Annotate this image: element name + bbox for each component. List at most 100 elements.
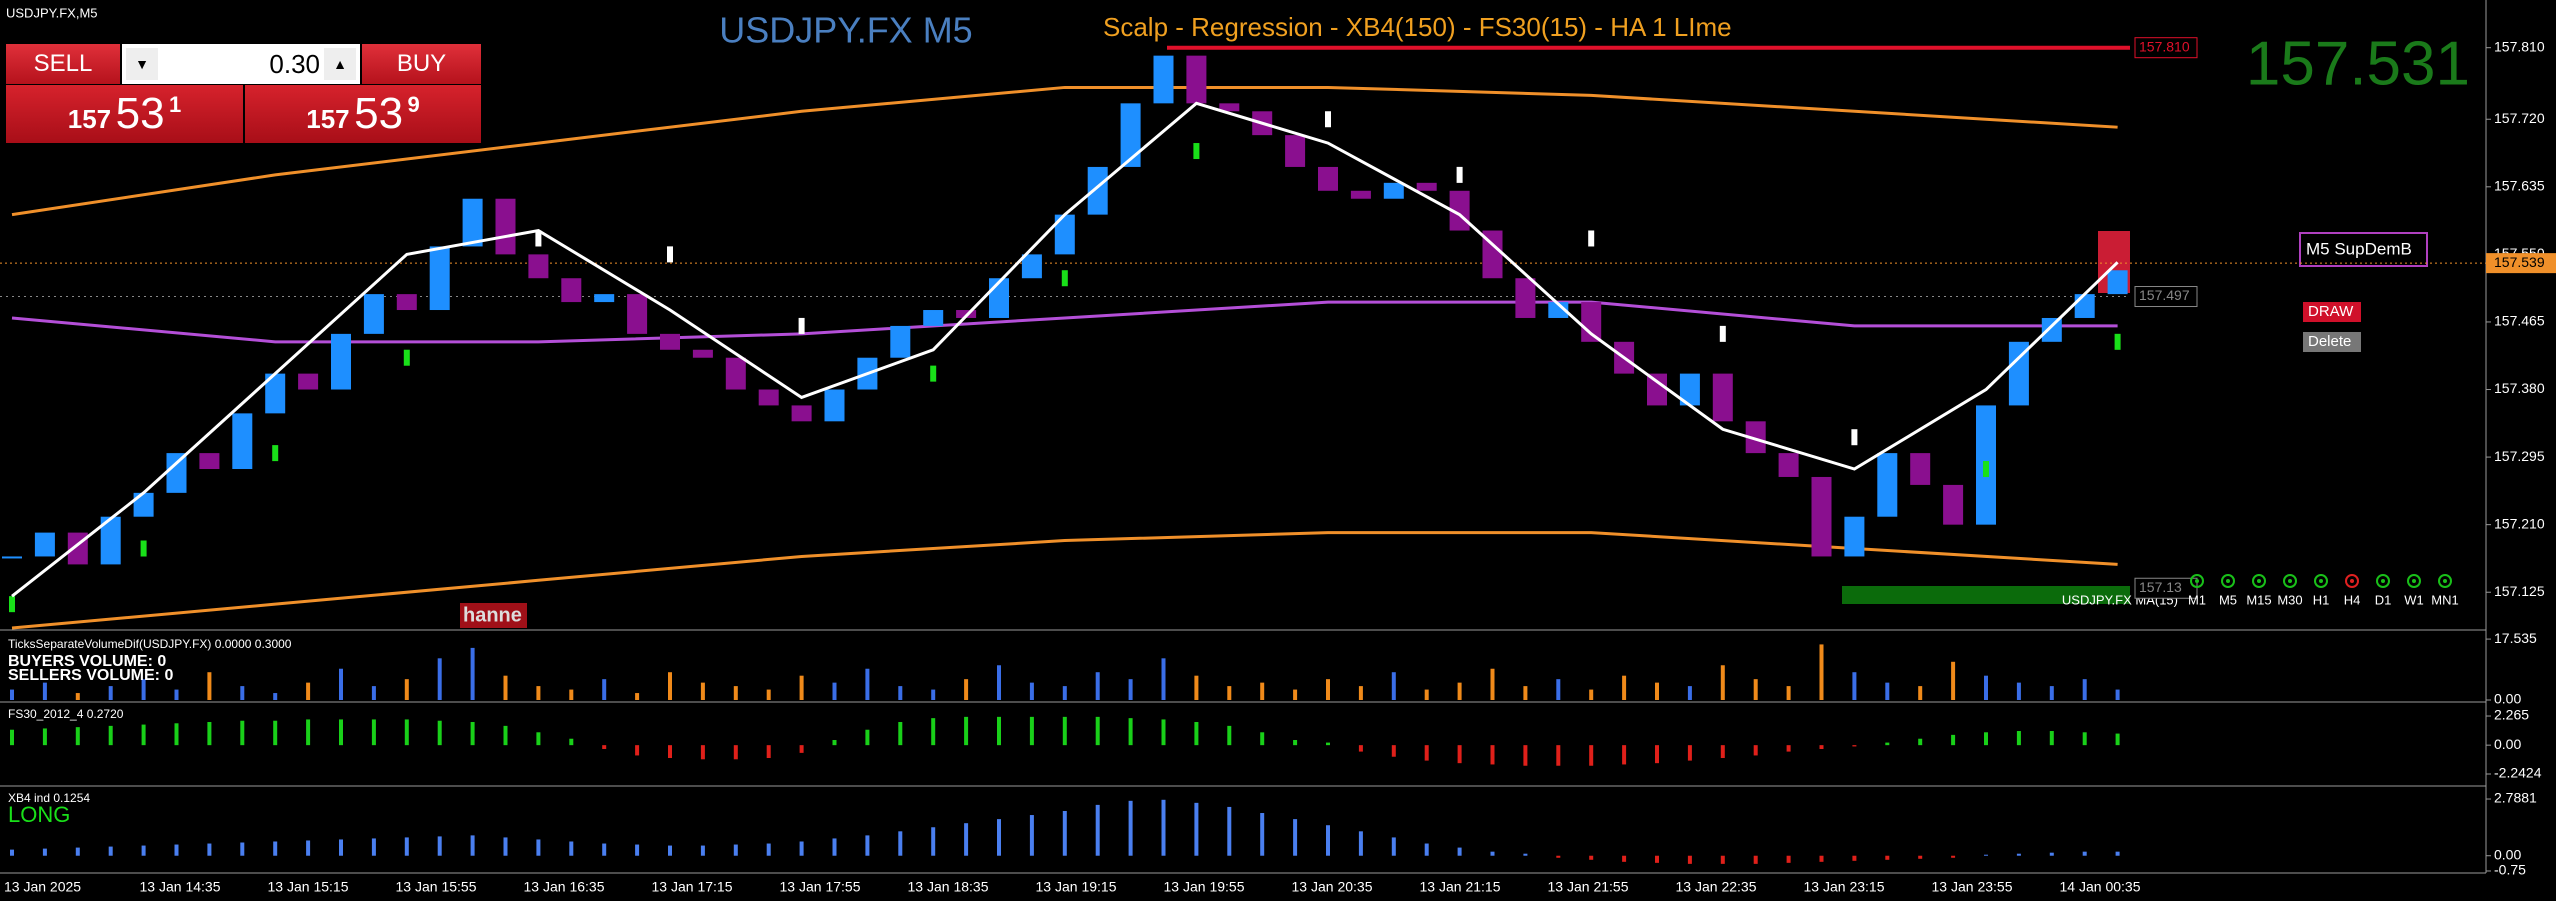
indicator-bar — [1326, 679, 1330, 700]
timeframe-button[interactable]: M30 — [2277, 592, 2302, 607]
indicator-bar — [832, 740, 837, 746]
indicator-bar — [766, 689, 771, 700]
lot-input[interactable]: 0.30 — [269, 49, 320, 79]
indicator-bar — [1622, 675, 1627, 700]
indicator-bar — [898, 722, 903, 746]
indicator-bar — [733, 844, 738, 856]
indicator-bar — [733, 686, 738, 700]
indicator-bar — [635, 693, 640, 700]
timeframe-dot — [2407, 574, 2421, 588]
candle-body — [1285, 135, 1306, 167]
current-price-box — [2486, 253, 2556, 274]
timeframe-button[interactable]: W1 — [2404, 592, 2424, 607]
candle-body — [528, 254, 549, 279]
indicator-bar — [1424, 689, 1429, 700]
indicator-bar — [964, 716, 969, 746]
zone-tag: M5 SupDemB — [2306, 239, 2412, 258]
timeframe-button[interactable]: H1 — [2313, 592, 2330, 607]
level-label-box — [2134, 286, 2198, 308]
ha-mark — [1061, 270, 1068, 287]
frame — [0, 0, 2487, 874]
indicator-bar — [207, 672, 212, 700]
ha-mark — [272, 445, 279, 462]
indicator-bar — [1819, 745, 1824, 750]
x-tick-label: 13 Jan 21:15 — [1420, 879, 1501, 895]
y-tick-label: 0.00 — [2494, 691, 2521, 707]
draw-button[interactable]: DRAW — [2308, 303, 2354, 320]
buy-price-small: 9 — [407, 92, 420, 117]
indicator-bar — [997, 819, 1001, 856]
indicator-bar — [997, 716, 1001, 746]
indicator-bar — [42, 848, 47, 856]
timeframe-dot-core — [2288, 579, 2292, 583]
indicator-bar — [470, 835, 475, 856]
indicator-bar — [700, 745, 705, 760]
indicator-bar — [1720, 665, 1725, 700]
indicator-bar — [437, 658, 442, 700]
delete-button-bg[interactable] — [2303, 332, 2361, 352]
indicator-bar — [865, 835, 870, 856]
indicator-bar — [240, 686, 245, 700]
indicator-bar — [2082, 679, 2087, 700]
timeframe-button[interactable]: M15 — [2246, 592, 2271, 607]
indicator-bar — [1326, 825, 1330, 856]
timeframe-button[interactable]: MN1 — [2431, 592, 2458, 607]
current-price-label: 157.539 — [2494, 254, 2545, 270]
indicator-bar — [1457, 745, 1462, 764]
sell-price-main: 53 — [115, 89, 165, 138]
candle-body — [627, 294, 648, 334]
lot-up[interactable]: ▲ — [324, 48, 356, 80]
ha-mark — [535, 230, 542, 247]
indicator-bar — [75, 727, 80, 746]
indicator-bar — [931, 718, 936, 746]
buy-button[interactable]: BUY — [362, 44, 481, 84]
indicator-bar — [1984, 854, 1988, 856]
draw-button-bg[interactable] — [2303, 302, 2361, 322]
indicator-bar — [1490, 668, 1495, 700]
indicator-bar — [1753, 855, 1758, 864]
y-tick-label: 2.265 — [2494, 707, 2529, 723]
lot-down[interactable]: ▼ — [126, 48, 158, 80]
indicator-bar — [2082, 732, 2087, 746]
indicator-bar — [1687, 686, 1692, 700]
candle-body — [1745, 421, 1766, 454]
indicator-bar — [1194, 722, 1199, 746]
timeframe-button[interactable]: H4 — [2344, 592, 2361, 607]
x-tick-label: 13 Jan 22:35 — [1676, 879, 1757, 895]
timeframe-dot — [2314, 574, 2328, 588]
indicator-bar — [1029, 682, 1034, 700]
timeframe-dot-core — [2350, 579, 2354, 583]
indicator-bar — [1655, 682, 1659, 700]
indicator-bar — [1227, 686, 1232, 700]
candle-body — [34, 532, 55, 557]
indicator-bar — [700, 682, 705, 700]
indicator-bar — [1424, 843, 1429, 856]
candle-body — [1943, 484, 1964, 525]
sell-price[interactable]: 157 53 1 — [6, 85, 243, 143]
indicator-bar — [10, 729, 14, 746]
indicator-bar — [1655, 855, 1659, 863]
indicator-bar — [141, 845, 146, 856]
candle-body — [462, 198, 483, 247]
indicator-bar — [1194, 802, 1199, 856]
indicator-bar — [1062, 716, 1067, 746]
indicator-bar — [865, 668, 870, 700]
delete-button[interactable]: Delete — [2308, 333, 2351, 350]
indicator-bar — [306, 719, 311, 746]
x-tick-label: 13 Jan 19:55 — [1164, 879, 1245, 895]
indicator-bar — [569, 738, 574, 746]
indicator-bar — [108, 846, 113, 856]
timeframe-button[interactable]: D1 — [2375, 592, 2392, 607]
indicator-bar — [207, 843, 212, 856]
timeframe-button[interactable]: M5 — [2219, 592, 2237, 607]
candle-body — [1778, 453, 1799, 477]
buy-price[interactable]: 157 53 9 — [245, 85, 481, 143]
indicator-bar — [602, 679, 607, 700]
sell-button[interactable]: SELL — [6, 44, 120, 84]
timeframe-button[interactable]: M1 — [2188, 592, 2206, 607]
ha-mark — [1588, 230, 1595, 247]
indicator-bar — [306, 840, 311, 856]
lower-band-line — [11, 531, 2118, 630]
timeframe-dot — [2438, 574, 2452, 588]
indicator-bar — [964, 679, 969, 700]
